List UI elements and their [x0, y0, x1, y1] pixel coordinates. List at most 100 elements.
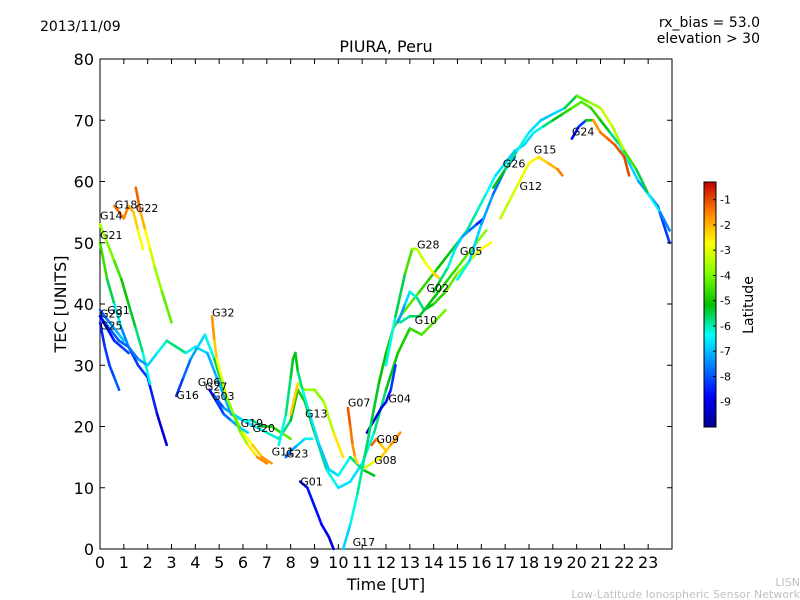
series-segment — [325, 468, 340, 490]
series-G24 — [570, 119, 631, 177]
y-tick-label: 0 — [84, 540, 94, 559]
series-segment — [265, 431, 281, 441]
series-segment — [377, 351, 388, 385]
series-segment — [503, 149, 517, 165]
series-segment — [260, 455, 273, 465]
satellite-label-G12: G12 — [520, 180, 543, 193]
satellite-label-G29: G29 — [100, 308, 123, 321]
series-segment — [134, 186, 142, 214]
x-tick-label: 20 — [566, 553, 586, 572]
series-segment — [456, 259, 471, 281]
series-segment — [537, 155, 550, 165]
series-segment — [139, 210, 147, 232]
series-segment — [146, 351, 159, 367]
series-G28 — [384, 247, 443, 367]
series-segment — [618, 143, 631, 165]
satellite-label-G06: G06 — [198, 376, 221, 389]
series-segment — [577, 119, 588, 128]
y-tick-label: 20 — [74, 418, 94, 437]
rx-bias-label: rx_bias = 53.0 — [659, 15, 760, 31]
series-segment — [215, 357, 223, 379]
series-segment — [120, 327, 130, 349]
series-segment — [658, 210, 671, 232]
series-segment — [398, 314, 412, 324]
series-segment — [499, 198, 512, 220]
colorbar-tick-label: -4 — [720, 269, 731, 282]
satellite-label-G11: G11 — [272, 445, 295, 458]
series-segment — [346, 406, 352, 428]
series-G23 — [277, 351, 376, 477]
series-segment — [384, 388, 393, 404]
x-tick-label: 13 — [400, 553, 420, 572]
series-segment — [141, 351, 152, 385]
series-segment — [215, 400, 226, 416]
x-tick-label: 11 — [352, 553, 372, 572]
series-G08 — [360, 431, 402, 471]
series-G14 — [98, 223, 152, 385]
x-tick-label: 9 — [309, 553, 319, 572]
series-segment — [444, 272, 459, 294]
series-segment — [580, 100, 593, 110]
series-segment — [422, 259, 436, 275]
series-segment — [363, 419, 374, 459]
series-segment — [418, 278, 431, 294]
series-segment — [432, 308, 447, 324]
satellite-label-G14: G14 — [100, 210, 123, 223]
colorbar-tick-label: -8 — [720, 370, 731, 383]
series-segment — [213, 339, 219, 361]
colorbar-tick-label: -2 — [720, 219, 731, 232]
series-segment — [539, 112, 555, 122]
satellite-label-G07: G07 — [348, 396, 371, 409]
series-segment — [306, 486, 316, 508]
x-tick-label: 21 — [590, 553, 610, 572]
series-segment — [563, 94, 579, 110]
series-segment — [117, 339, 130, 349]
series-segment — [184, 345, 197, 355]
x-tick-label: 5 — [214, 553, 224, 572]
series-segment — [587, 100, 602, 110]
series-segment — [611, 125, 626, 153]
series-segment — [427, 290, 440, 306]
satellite-label-G02: G02 — [427, 282, 450, 295]
x-axis-label: Time [UT] — [346, 575, 425, 594]
series-segment — [415, 247, 426, 263]
series-segment — [446, 241, 459, 257]
satellite-labels: G18G22G14G21G31G29G25G16G06G27G03G32G19G… — [100, 126, 594, 549]
y-tick-label: 10 — [74, 479, 94, 498]
series-segment — [351, 443, 357, 459]
series-segment — [98, 241, 109, 281]
series-segment — [356, 455, 366, 496]
satellite-label-G22: G22 — [136, 202, 159, 215]
series-segment — [155, 339, 168, 355]
series-segment — [127, 302, 138, 330]
satellite-label-G31: G31 — [107, 304, 130, 317]
series-G22 — [134, 186, 173, 324]
series-segment — [270, 425, 283, 434]
x-tick-label: 17 — [495, 553, 515, 572]
series-segment — [127, 345, 140, 361]
series-segment — [432, 278, 443, 294]
series-segment — [313, 504, 323, 526]
series-segment — [117, 333, 126, 343]
series-segment — [289, 388, 300, 422]
satellite-label-G27: G27 — [205, 380, 228, 393]
series-segment — [296, 370, 304, 392]
series-segment — [491, 168, 507, 189]
series-segment — [120, 278, 130, 306]
series-segment — [217, 382, 233, 416]
x-tick-label: 2 — [143, 553, 153, 572]
series-segment — [294, 351, 300, 373]
satellite-label-G16: G16 — [176, 389, 199, 402]
series-segment — [353, 455, 359, 465]
series-segment — [446, 247, 457, 269]
series-segment — [465, 210, 478, 232]
satellite-label-G01: G01 — [300, 475, 323, 488]
x-tick-label: 22 — [614, 553, 634, 572]
series-segment — [599, 119, 612, 134]
series-segment — [403, 247, 414, 275]
series-segment — [556, 168, 564, 177]
series-segment — [468, 223, 483, 263]
series-segment — [113, 302, 123, 330]
colorbar-tick-label: -6 — [720, 320, 731, 333]
series-segment — [225, 394, 235, 416]
